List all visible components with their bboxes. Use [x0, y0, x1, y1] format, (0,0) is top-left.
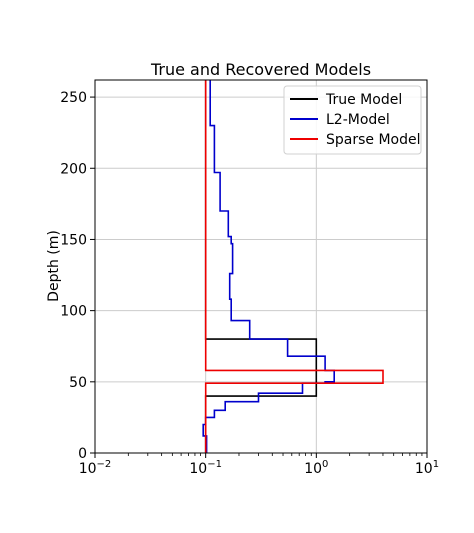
series-line-sparse-model — [204, 80, 384, 453]
chart-title: True and Recovered Models — [150, 60, 371, 79]
plot-frame — [94, 79, 428, 454]
y-tick-label: 250 — [60, 90, 87, 106]
y-tick-label: 50 — [69, 375, 87, 391]
legend-label: Sparse Model — [326, 132, 421, 148]
x-tick-label: 10−2 — [79, 459, 112, 477]
x-tick-label: 101 — [415, 459, 439, 477]
x-tick-label: 100 — [304, 459, 328, 477]
series-layer — [202, 80, 384, 453]
series-line-l2-model — [202, 80, 336, 453]
y-tick-label: 100 — [60, 304, 87, 320]
y-tick-label: 150 — [60, 232, 87, 248]
y-tick-label: 200 — [60, 161, 87, 177]
legend-label: L2-Model — [326, 112, 390, 128]
legend-label: True Model — [325, 92, 402, 108]
ticks: 10−2 10−1 100 101 0 50 100 150 200 250 — [60, 90, 439, 477]
y-tick-label: 0 — [78, 446, 87, 462]
legend-box — [283, 85, 422, 155]
x-tick-label: 10−1 — [189, 459, 222, 477]
legend: True Model L2-Model Sparse Model — [283, 85, 422, 155]
y-axis-label: Depth (m) — [46, 230, 62, 302]
